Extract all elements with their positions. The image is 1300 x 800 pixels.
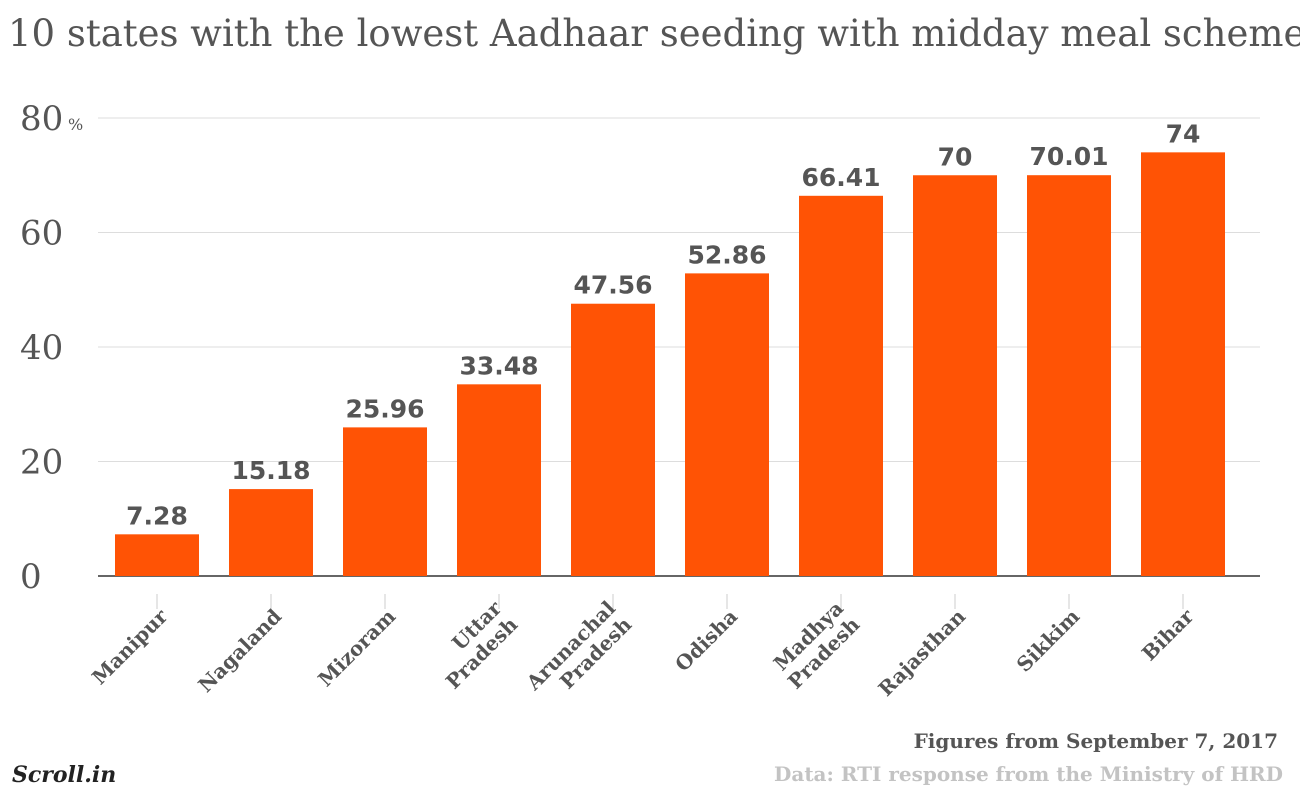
x-tick-label-line: Nagaland bbox=[193, 604, 286, 697]
data-label: 7.28 bbox=[126, 501, 188, 530]
bars bbox=[115, 152, 1225, 577]
bar bbox=[799, 195, 883, 577]
data-label: 33.48 bbox=[459, 351, 538, 380]
y-tick-label: 60 bbox=[20, 214, 63, 254]
data-label: 15.18 bbox=[231, 456, 310, 485]
bar bbox=[913, 175, 997, 576]
publisher-logo: Scroll.in bbox=[12, 762, 117, 788]
x-tick-label: Manipur bbox=[87, 604, 172, 689]
bar bbox=[1027, 175, 1111, 576]
x-tick-label-line: Odisha bbox=[670, 604, 742, 676]
y-tick-label: 20 bbox=[20, 443, 63, 483]
data-label: 47.56 bbox=[573, 271, 652, 300]
data-labels: 7.28 15.18 25.96 33.48 47.56 52.86 66.41 70 70.0… bbox=[126, 119, 1200, 530]
x-tick-label: Sikkim bbox=[1012, 604, 1084, 676]
data-label: 66.41 bbox=[801, 163, 880, 192]
y-tick-label: 40 bbox=[20, 328, 63, 368]
bar bbox=[343, 427, 427, 576]
bar bbox=[115, 534, 199, 576]
x-tick-label: Mizoram bbox=[313, 604, 400, 691]
data-label: 70 bbox=[938, 142, 973, 171]
bar bbox=[1141, 152, 1225, 576]
x-tick-label: Bihar bbox=[1137, 604, 1199, 666]
x-tick-label: Nagaland bbox=[193, 604, 286, 697]
bar bbox=[229, 489, 313, 576]
x-tick-label-line: Rajasthan bbox=[873, 604, 970, 701]
y-unit-label: % bbox=[68, 115, 83, 134]
chart-title: 10 states with the lowest Aadhaar seedin… bbox=[8, 12, 1300, 55]
x-tick-label-line: Sikkim bbox=[1012, 604, 1084, 676]
x-tick-label: Rajasthan bbox=[873, 604, 970, 701]
data-label: 52.86 bbox=[687, 240, 766, 269]
bar bbox=[685, 273, 769, 576]
x-tick-label-line: Manipur bbox=[87, 604, 172, 689]
y-tick-label: 0 bbox=[20, 557, 42, 597]
footnote: Figures from September 7, 2017 bbox=[913, 729, 1278, 753]
bar-chart: 0 20 40 60 80% 7.28 15.18 25.96 33.48 47.56 52.86… bbox=[20, 99, 1260, 701]
y-tick-label: 80 bbox=[20, 99, 63, 139]
data-label: 25.96 bbox=[345, 394, 424, 423]
bar bbox=[571, 303, 655, 576]
bar bbox=[457, 384, 541, 576]
x-tick-label: Odisha bbox=[670, 604, 742, 676]
x-tick-label-line: Bihar bbox=[1137, 604, 1199, 666]
y-axis: 0 20 40 60 80% bbox=[20, 99, 83, 597]
x-tick-label-line: Mizoram bbox=[313, 604, 400, 691]
source-note: Data: RTI response from the Ministry of … bbox=[774, 762, 1283, 786]
data-label: 70.01 bbox=[1029, 142, 1108, 171]
data-label: 74 bbox=[1166, 119, 1201, 148]
